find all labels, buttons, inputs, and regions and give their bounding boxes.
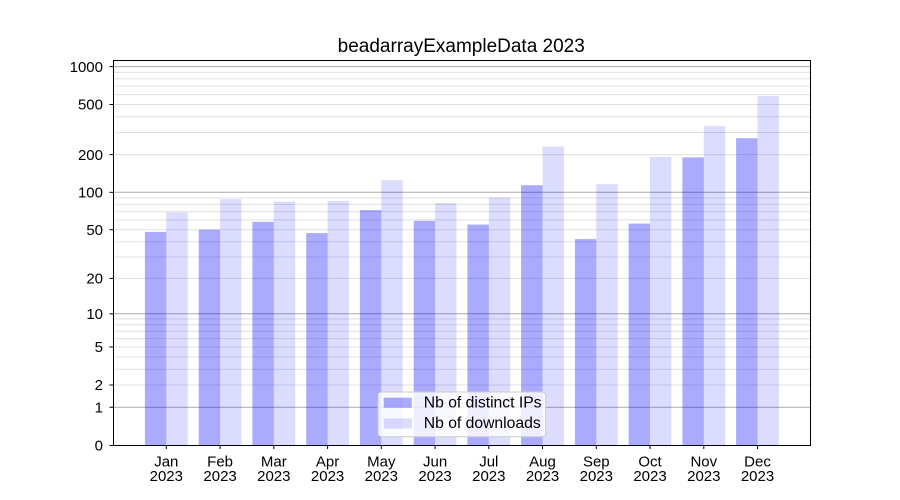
svg-text:Mar: Mar xyxy=(261,454,287,471)
svg-text:Nov: Nov xyxy=(690,454,717,471)
svg-text:Dec: Dec xyxy=(744,454,771,471)
svg-text:2023: 2023 xyxy=(687,468,720,485)
svg-text:200: 200 xyxy=(78,147,103,164)
svg-text:2023: 2023 xyxy=(580,468,613,485)
svg-text:May: May xyxy=(367,454,396,471)
svg-text:beadarrayExampleData 2023: beadarrayExampleData 2023 xyxy=(338,36,585,57)
svg-text:2023: 2023 xyxy=(365,468,398,485)
svg-text:Apr: Apr xyxy=(316,454,339,471)
svg-text:20: 20 xyxy=(86,271,103,288)
svg-text:2023: 2023 xyxy=(741,468,774,485)
svg-text:0: 0 xyxy=(95,438,103,455)
svg-text:5: 5 xyxy=(95,339,103,356)
svg-text:2023: 2023 xyxy=(472,468,505,485)
svg-text:100: 100 xyxy=(78,185,103,202)
svg-text:2023: 2023 xyxy=(203,468,236,485)
svg-text:Jun: Jun xyxy=(423,454,447,471)
svg-text:Jul: Jul xyxy=(479,454,498,471)
svg-text:1: 1 xyxy=(95,399,103,416)
svg-text:Jan: Jan xyxy=(154,454,178,471)
svg-text:2023: 2023 xyxy=(150,468,183,485)
svg-text:Nb of distinct IPs: Nb of distinct IPs xyxy=(424,395,542,412)
svg-text:Feb: Feb xyxy=(207,454,233,471)
svg-text:1000: 1000 xyxy=(70,59,103,76)
svg-text:10: 10 xyxy=(86,306,103,323)
svg-text:Aug: Aug xyxy=(529,454,556,471)
svg-text:2023: 2023 xyxy=(633,468,666,485)
svg-text:Sep: Sep xyxy=(583,454,610,471)
svg-text:2023: 2023 xyxy=(311,468,344,485)
svg-text:500: 500 xyxy=(78,97,103,114)
svg-text:Oct: Oct xyxy=(638,454,662,471)
svg-text:2023: 2023 xyxy=(257,468,290,485)
svg-text:2023: 2023 xyxy=(418,468,451,485)
svg-text:Nb of downloads: Nb of downloads xyxy=(424,415,541,432)
svg-text:2: 2 xyxy=(95,377,103,394)
svg-text:2023: 2023 xyxy=(526,468,559,485)
svg-text:50: 50 xyxy=(86,222,103,239)
